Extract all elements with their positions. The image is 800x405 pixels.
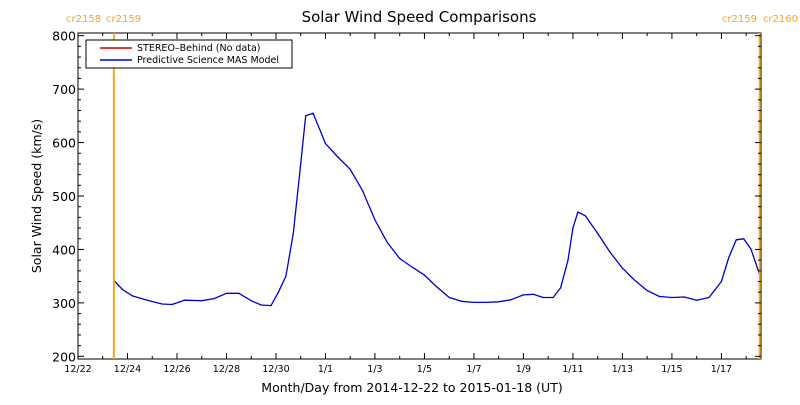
- series-point: [510, 299, 512, 301]
- series-point: [277, 291, 280, 293]
- series-point: [423, 274, 426, 276]
- series-point: [671, 296, 673, 299]
- x-tick-label-6: 1/3: [367, 364, 382, 375]
- series-point: [460, 300, 463, 302]
- series-point: [728, 256, 730, 259]
- x-tick-label-0: 12/22: [64, 364, 91, 375]
- series-point: [743, 238, 745, 240]
- series-point: [708, 296, 710, 299]
- series-point: [121, 288, 124, 291]
- plot-frame-group: [77, 32, 762, 360]
- y-tick-label-700: 700: [52, 82, 76, 97]
- series-point: [542, 296, 544, 299]
- series-point: [238, 292, 240, 294]
- series-point: [386, 241, 388, 244]
- cr-marker-label-0-a: cr2158: [66, 14, 101, 25]
- x-tick-label-10: 1/11: [562, 364, 583, 375]
- x-tick-label-4: 12/30: [262, 364, 289, 375]
- series-point: [559, 287, 562, 289]
- legend-label-mas: Predictive Science MAS Model: [137, 55, 279, 66]
- series-point: [312, 112, 314, 114]
- y-tick-label-400: 400: [52, 242, 76, 257]
- y-tick-label-500: 500: [52, 189, 76, 204]
- series-point: [361, 190, 364, 192]
- series-point: [448, 296, 450, 299]
- y-tick-label-200: 200: [52, 349, 76, 364]
- series-point: [131, 295, 134, 297]
- series-point: [337, 156, 339, 158]
- series-point: [572, 227, 574, 229]
- cr-marker-label-1-a: cr2159: [722, 14, 757, 25]
- y-tick-label-600: 600: [52, 136, 76, 151]
- x-tick-label-11: 1/13: [612, 364, 633, 375]
- x-tick-label-3: 12/28: [213, 364, 240, 375]
- series-point: [473, 301, 475, 303]
- series-point: [292, 232, 294, 235]
- x-tick-label-7: 1/5: [417, 364, 432, 375]
- series-point: [285, 275, 287, 277]
- series-point: [532, 293, 534, 295]
- x-tick-label-8: 1/7: [466, 364, 481, 375]
- series-point: [683, 296, 685, 298]
- chart-title: Solar Wind Speed Comparisons: [302, 8, 537, 26]
- series-point: [250, 300, 252, 302]
- legend-label-stereo: STEREO–Behind (No data): [137, 43, 261, 54]
- series-line-0: [113, 112, 761, 307]
- series-point: [374, 219, 376, 221]
- x-tick-label-2: 12/26: [163, 364, 190, 375]
- x-tick-label-5: 1/1: [318, 364, 333, 375]
- x-tick-label-13: 1/17: [711, 364, 732, 375]
- series-point: [213, 298, 215, 300]
- series-point: [567, 259, 569, 261]
- series-point: [498, 301, 500, 303]
- series-point: [171, 303, 173, 306]
- series-point: [658, 295, 661, 298]
- legend-box: [85, 39, 293, 69]
- series-point: [621, 267, 624, 269]
- series-point: [300, 163, 302, 165]
- legend-group: STEREO–Behind (No data) Predictive Scien…: [85, 39, 293, 69]
- plot-area-frame: [77, 32, 762, 360]
- series-point: [260, 304, 262, 306]
- cr-marker-label-1-b: cr2160: [763, 14, 798, 25]
- series-point: [324, 143, 327, 145]
- series-point: [696, 299, 698, 301]
- x-tick-label-1: 12/24: [114, 364, 141, 375]
- y-axis-title: Solar Wind Speed (km/s): [29, 119, 44, 273]
- series-point: [225, 292, 228, 294]
- series-group: [113, 112, 761, 307]
- x-tick-label-9: 1/9: [516, 364, 531, 375]
- series-point: [720, 280, 723, 283]
- x-axis-title: Month/Day from 2014-12-22 to 2015-01-18 …: [261, 380, 562, 395]
- series-point: [436, 286, 438, 288]
- series-point: [201, 300, 203, 302]
- series-point: [270, 304, 272, 307]
- cr-marker-label-0-b: cr2159: [106, 14, 141, 25]
- series-point: [161, 303, 163, 305]
- series-point: [609, 251, 611, 253]
- series-point: [485, 301, 487, 303]
- series-point: [597, 232, 599, 235]
- series-point: [146, 299, 148, 301]
- series-point: [735, 239, 737, 241]
- y-tick-label-800: 800: [52, 29, 76, 44]
- ticks-group: 200 300 400 500 600 700 800 12/22 12/24 12/26 12/2…: [52, 29, 761, 375]
- series-point: [552, 296, 554, 299]
- series-point: [349, 168, 351, 170]
- series-point: [305, 115, 307, 117]
- series-point: [646, 289, 648, 292]
- series-point: [522, 294, 525, 296]
- series-point: [411, 266, 413, 268]
- series-point: [634, 279, 636, 282]
- series-point: [584, 215, 586, 217]
- series-point: [750, 248, 752, 251]
- series-point: [577, 211, 579, 213]
- series-point: [183, 299, 186, 301]
- x-tick-label-12: 1/15: [661, 364, 682, 375]
- y-tick-label-300: 300: [52, 296, 76, 311]
- series-point: [399, 257, 401, 260]
